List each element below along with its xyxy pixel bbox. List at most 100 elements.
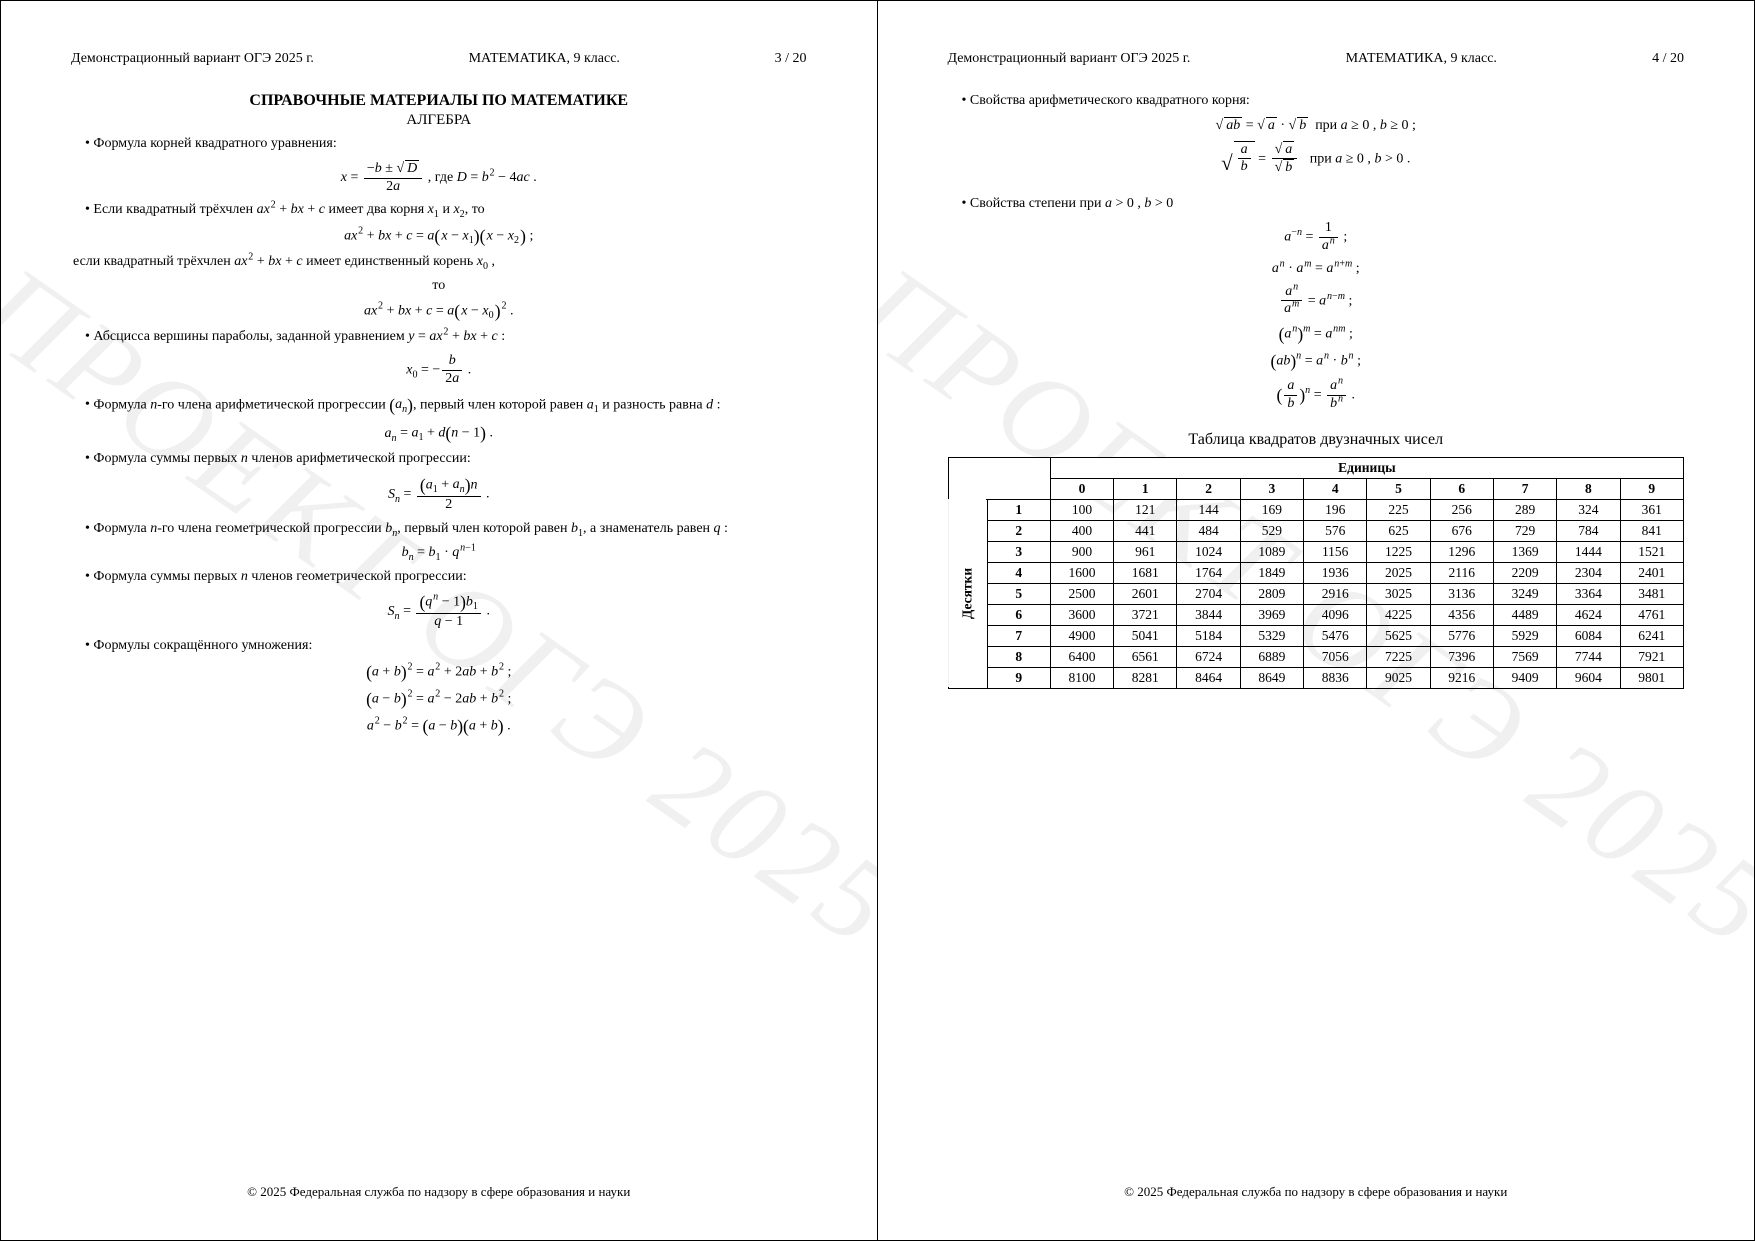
table-cell: 1681 [1114, 562, 1177, 583]
table-cell: 625 [1367, 520, 1430, 541]
table-cell: 4096 [1304, 604, 1367, 625]
page3-content: СПРАВОЧНЫЕ МАТЕРИАЛЫ ПО МАТЕМАТИКЕ АЛГЕБ… [71, 92, 807, 737]
bullet-quadratic-roots: Формула корней квадратного уравнения: [85, 135, 807, 154]
table-cell: 225 [1367, 499, 1430, 520]
formula-single-root-label: то [71, 278, 807, 295]
table-cell: 5776 [1430, 625, 1493, 646]
formula-power-ab: (ab)n = a n · b n ; [948, 351, 1685, 372]
table-cell: 2916 [1304, 583, 1367, 604]
table-cell: 289 [1493, 499, 1556, 520]
table-cell: 144 [1177, 499, 1240, 520]
formula-two-roots: ax 2 + bx + c = a( x − x1)( x − x2 ) ; [71, 226, 807, 247]
table-cell: 6561 [1114, 646, 1177, 667]
bullet-vertex: Абсцисса вершины параболы, заданной урав… [85, 328, 807, 347]
bullet-power-props: Свойства степени при a > 0 , b > 0 [962, 195, 1685, 214]
table-cell: 676 [1430, 520, 1493, 541]
table-row: Десятки1100121144169196225256289324361 [948, 499, 1684, 520]
section-title: СПРАВОЧНЫЕ МАТЕРИАЛЫ ПО МАТЕМАТИКЕ [71, 92, 807, 110]
table-cell: 7225 [1367, 646, 1430, 667]
units-col: 4 [1304, 478, 1367, 499]
table-cell: 100 [1050, 499, 1113, 520]
tens-row-header: 2 [987, 520, 1050, 541]
table-cell: 1225 [1367, 541, 1430, 562]
table-cell: 900 [1050, 541, 1113, 562]
bullet-sqrt-props: Свойства арифметического квадратного кор… [962, 92, 1685, 111]
section-subtitle: АЛГЕБРА [71, 112, 807, 129]
table-cell: 196 [1304, 499, 1367, 520]
table-cell: 6241 [1620, 625, 1683, 646]
table-cell: 2500 [1050, 583, 1113, 604]
text-single-root: если квадратный трёхчлен ax 2 + bx + c и… [73, 253, 807, 272]
tens-row-header: 4 [987, 562, 1050, 583]
table-cell: 3844 [1177, 604, 1240, 625]
table-cell: 484 [1177, 520, 1240, 541]
table-cell: 1600 [1050, 562, 1113, 583]
table-cell: 8100 [1050, 667, 1113, 688]
units-col: 3 [1240, 478, 1303, 499]
table-cell: 3364 [1557, 583, 1620, 604]
table-row: 2400441484529576625676729784841 [948, 520, 1684, 541]
table-cell: 3136 [1430, 583, 1493, 604]
header-pagenum: 4 / 20 [1652, 51, 1684, 67]
units-col: 1 [1114, 478, 1177, 499]
table-cell: 5476 [1304, 625, 1367, 646]
table-cell: 6084 [1557, 625, 1620, 646]
table-cell: 7921 [1620, 646, 1683, 667]
header-left: Демонстрационный вариант ОГЭ 2025 г. [71, 51, 314, 67]
table-cell: 121 [1114, 499, 1177, 520]
table-row: 6360037213844396940964225435644894624476… [948, 604, 1684, 625]
units-col: 0 [1050, 478, 1113, 499]
table-cell: 3721 [1114, 604, 1177, 625]
table-cell: 169 [1240, 499, 1303, 520]
tens-row-header: 5 [987, 583, 1050, 604]
table-row: 4160016811764184919362025211622092304240… [948, 562, 1684, 583]
table-cell: 6724 [1177, 646, 1240, 667]
formula-vertex: x0 = −b2a . [71, 353, 807, 388]
table-cell: 3481 [1620, 583, 1683, 604]
table-cell: 2401 [1620, 562, 1683, 583]
table-cell: 6400 [1050, 646, 1113, 667]
table-cell: 7569 [1493, 646, 1556, 667]
table-cell: 5329 [1240, 625, 1303, 646]
units-col: 5 [1367, 478, 1430, 499]
formula-geom-sum: Sn = (q n − 1)b1q − 1 . [71, 592, 807, 631]
table-cell: 5041 [1114, 625, 1177, 646]
table-cell: 4900 [1050, 625, 1113, 646]
table-corner [948, 457, 1050, 499]
table-cell: 7744 [1557, 646, 1620, 667]
formula-single-root: ax 2 + bx + c = a( x − x0 ) 2 . [71, 301, 807, 322]
units-col: 2 [1177, 478, 1240, 499]
page-4: ПРОЕКТ ОГЭ 2025 Демонстрационный вариант… [878, 1, 1755, 1240]
table-cell: 1521 [1620, 541, 1683, 562]
table-cell: 2704 [1177, 583, 1240, 604]
table-cell: 2809 [1240, 583, 1303, 604]
units-col: 9 [1620, 478, 1683, 499]
header-center: МАТЕМАТИКА, 9 класс. [469, 51, 620, 67]
bullet-short-mult: Формулы сокращённого умножения: [85, 637, 807, 656]
units-col: 7 [1493, 478, 1556, 499]
table-row: 9810082818464864988369025921694099604980… [948, 667, 1684, 688]
table-cell: 7396 [1430, 646, 1493, 667]
table-cell: 441 [1114, 520, 1177, 541]
bullet-geom-nth: Формула n-го члена геометрической прогре… [85, 520, 807, 539]
table-cell: 4489 [1493, 604, 1556, 625]
table-cell: 324 [1557, 499, 1620, 520]
units-row: 0123456789 [948, 478, 1684, 499]
table-cell: 1296 [1430, 541, 1493, 562]
table-cell: 8281 [1114, 667, 1177, 688]
table-cell: 4225 [1367, 604, 1430, 625]
table-cell: 1369 [1493, 541, 1556, 562]
table-cell: 9801 [1620, 667, 1683, 688]
table-cell: 2304 [1557, 562, 1620, 583]
table-cell: 1764 [1177, 562, 1240, 583]
table-cell: 3249 [1493, 583, 1556, 604]
table-cell: 8649 [1240, 667, 1303, 688]
tens-row-header: 6 [987, 604, 1050, 625]
formula-power-fracab: (ab)n = a nb n . [948, 378, 1685, 413]
page4-footer: © 2025 Федеральная служба по надзору в с… [878, 1184, 1755, 1200]
table-title: Таблица квадратов двузначных чисел [948, 431, 1685, 449]
formula-power-neg: a−n = 1a n ; [948, 220, 1685, 255]
table-cell: 784 [1557, 520, 1620, 541]
tens-row-header: 1 [987, 499, 1050, 520]
table-cell: 9409 [1493, 667, 1556, 688]
